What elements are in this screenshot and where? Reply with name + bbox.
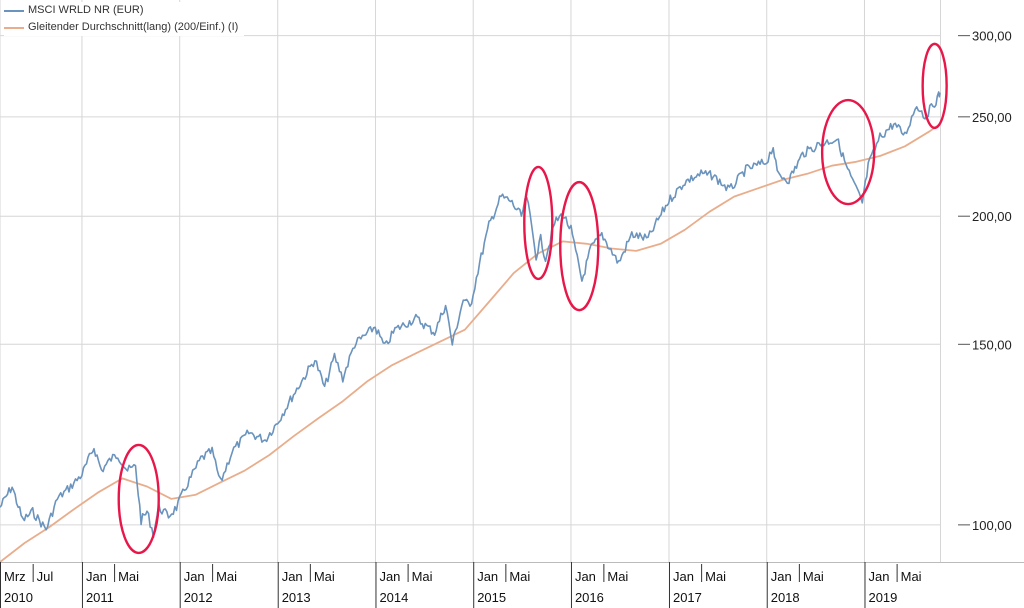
legend-entry: Gleitender Durchschnitt(lang) (200/Einf.… [4,19,238,36]
x-year-label: 2018 [771,590,800,605]
highlight-ellipse [820,98,876,206]
x-tick-label: Jan [86,569,107,584]
x-year-label: 2011 [86,590,114,605]
x-tick-label: Jan [477,569,498,584]
x-tick-label: Mai [509,569,530,584]
y-tick-label: 100,00 [972,518,1012,533]
highlight-ellipse [921,42,948,130]
x-tick-label: Jan [868,569,889,584]
x-tick-label: Mai [705,569,726,584]
legend: MSCI WRLD NR (EUR) Gleitender Durchschni… [4,2,245,36]
x-year-label: 2012 [184,590,213,605]
x-tick-label: Mai [314,569,335,584]
x-year-label: 2019 [868,590,897,605]
legend-label: MSCI WRLD NR (EUR) [28,4,144,16]
series-layer [0,91,941,563]
y-tick-label: 250,00 [972,110,1012,125]
x-year-label: 2014 [379,590,408,605]
legend-swatch [4,26,24,29]
x-tick-label: Jan [771,569,792,584]
highlight-ellipse [523,165,554,281]
legend-label: Gleitender Durchschnitt(lang) (200/Einf.… [28,21,239,33]
x-year-label: 2017 [673,590,702,605]
x-tick-label: Mai [216,569,237,584]
x-tick-label: Mai [118,569,139,584]
legend-entry: MSCI WRLD NR (EUR) [4,2,238,19]
x-year-label: 2016 [575,590,604,605]
annotation-layer [117,42,948,555]
x-tick-label: Mai [803,569,824,584]
x-tick-label: Mrz [4,569,26,584]
y-tick-label: 200,00 [972,209,1012,224]
x-tick-label: Jul [37,569,54,584]
x-tick-label: Jan [282,569,303,584]
highlight-ellipse [117,443,160,555]
y-tick-label: 150,00 [972,337,1012,352]
y-axis: 100,00 150,00 200,00 250,00 300,00 [958,29,1012,533]
x-tick-label: Jan [673,569,694,584]
grid [0,0,941,562]
moving-average-line [0,123,941,563]
legend-swatch [4,9,24,12]
highlight-ellipse [559,180,600,312]
x-tick-label: Jan [575,569,596,584]
x-year-label: 2013 [282,590,311,605]
x-year-label: 2010 [4,590,33,605]
y-tick-label: 300,00 [972,29,1012,44]
msci-world-line [0,91,941,538]
x-tick-label: Mai [901,569,922,584]
x-tick-label: Jan [184,569,205,584]
x-tick-label: Jan [379,569,400,584]
x-tick-label: Mai [607,569,628,584]
x-year-label: 2015 [477,590,506,605]
x-tick-label: Mai [412,569,433,584]
